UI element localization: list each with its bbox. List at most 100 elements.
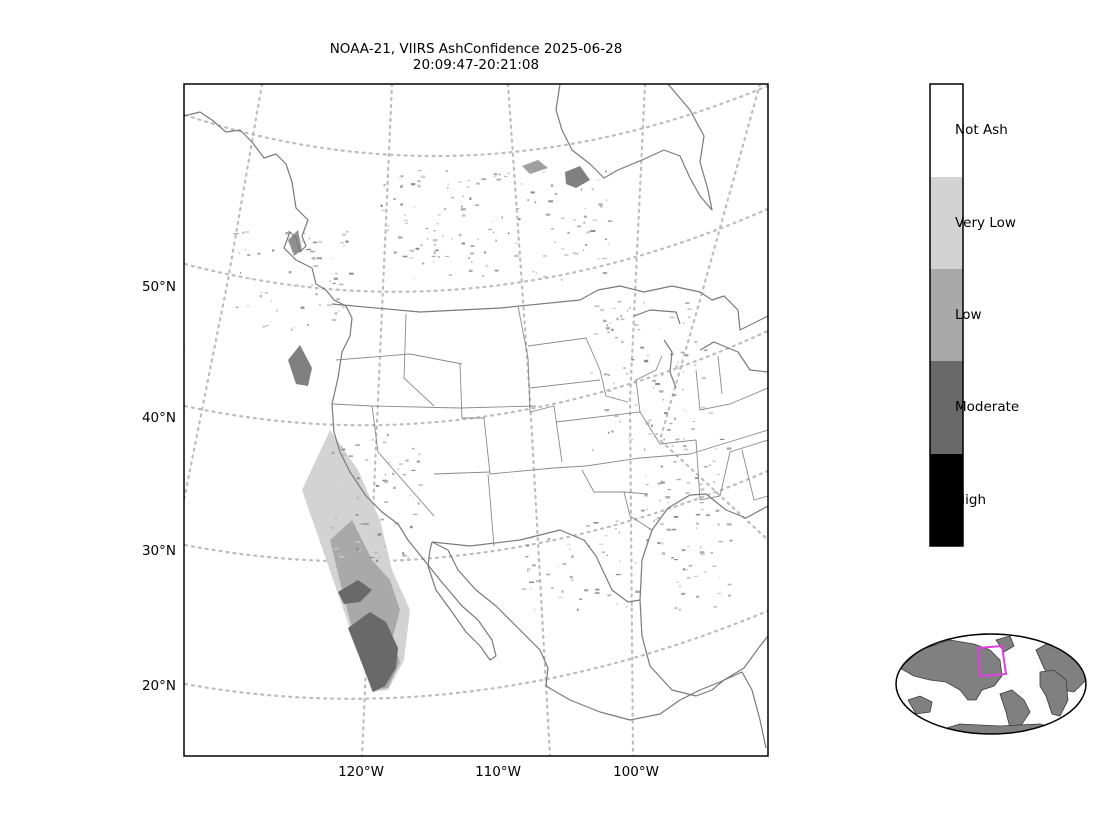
speckle [338,553,341,555]
speckle [645,421,650,424]
speckle [525,556,529,558]
speckle [635,590,641,593]
speckle [494,269,499,272]
lake-huron-erie [699,341,768,373]
speckle [317,240,322,244]
speckle [492,231,495,234]
speckle [646,484,649,486]
speckle [384,501,389,503]
speckle [611,328,614,332]
speckle [584,243,588,246]
speckle [658,327,660,330]
speckle [627,309,629,312]
speckle [291,328,293,331]
speckle [609,322,612,324]
speckle [667,489,671,491]
speckle [558,596,563,598]
speckle [276,309,279,312]
map-title-line-2: 20:09:47-20:21:08 [413,57,539,73]
speckle [434,243,436,246]
speckle [493,173,498,176]
speckle [393,486,396,489]
speckle [300,306,305,309]
colorbar-frame [929,83,964,547]
speckle [579,598,583,600]
speckle [531,564,536,567]
speckle [346,552,350,555]
speckle [404,214,406,217]
speckle [620,314,622,318]
map-background [184,84,768,756]
speckle [469,197,472,200]
speckle [356,541,361,544]
state-line-16 [695,369,768,411]
speckle [515,208,520,210]
speckle [659,480,664,482]
speckle [233,233,239,235]
speckle [719,438,725,440]
speckle [703,466,708,468]
speckle [488,228,493,230]
speckle [682,409,685,411]
lake-michigan [663,339,677,389]
speckle [331,257,333,260]
speckle [235,306,239,309]
speckle [417,180,421,182]
speckle [592,219,598,222]
speckle [432,261,435,263]
speckle [374,551,379,554]
speckle [445,170,449,173]
speckle [422,262,425,265]
speckle [319,304,321,306]
speckle [495,239,497,242]
gulf-coast [639,493,768,601]
speckle [451,237,453,240]
speckle [675,365,678,367]
lat-label-30: 30°N [142,543,176,559]
speckle [410,249,415,252]
speckle [364,523,369,525]
speckle [335,273,337,275]
speckle [686,576,691,580]
speckle [644,448,646,451]
speckle [688,316,691,318]
speckle [386,461,391,463]
speckle [696,522,699,525]
speckle [476,182,480,185]
speckle [543,275,547,278]
speckle [332,282,336,285]
speckle [264,291,268,294]
speckle [640,346,644,349]
speckle [572,219,576,221]
speckle [529,581,534,583]
speckle [634,404,638,406]
speckle [685,302,690,304]
speckle [586,525,590,527]
speckle [690,428,695,430]
state-line-8 [517,305,563,463]
speckle [695,527,697,529]
speckle [354,473,356,475]
speckle [508,232,510,234]
speckle [712,565,717,567]
speckle [468,269,473,272]
speckle [583,215,587,218]
speckle [355,548,360,551]
speckle [366,532,371,534]
speckle [536,580,541,582]
speckle [548,200,553,203]
speckle [262,326,266,328]
latitude-gridlines [184,84,768,700]
speckle [685,410,687,413]
speckle [631,359,635,361]
speckle [534,200,537,204]
speckle [461,195,464,198]
speckle [514,242,518,244]
speckle [591,188,594,191]
speckle [507,172,510,175]
speckle [527,569,529,572]
speckle [468,257,470,260]
speckle [545,213,551,216]
speckle [418,186,420,188]
us-canada-border [331,299,581,313]
